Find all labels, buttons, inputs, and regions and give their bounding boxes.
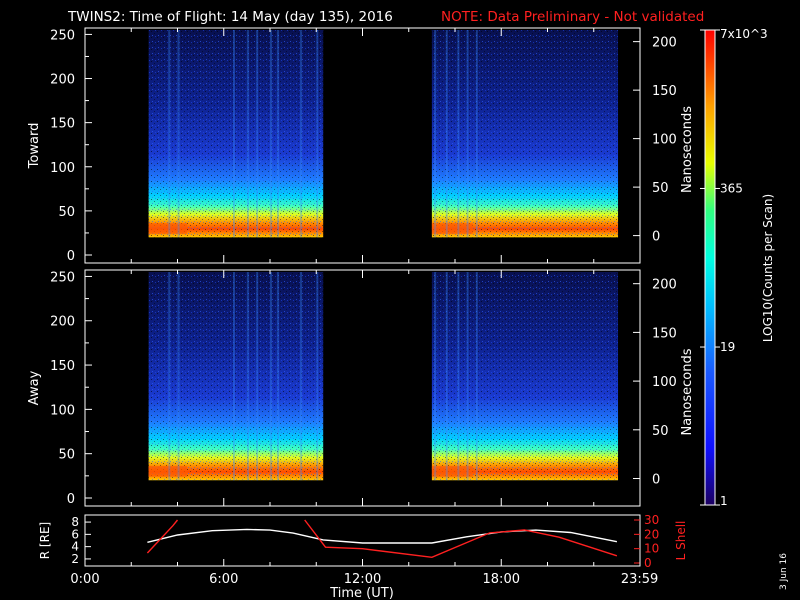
x-tick-label: 23:59	[621, 572, 658, 587]
y-right-tick-label: 100	[652, 375, 677, 390]
streak-2	[177, 30, 180, 238]
x-tick-label: 0:00	[70, 572, 99, 587]
peak-band-1	[148, 223, 188, 234]
lshell-line-2	[304, 519, 618, 559]
y-right-tick-label: 0	[652, 230, 660, 245]
streak-5	[256, 272, 259, 481]
heatmap-noise-2	[431, 30, 619, 238]
streak-11	[445, 272, 448, 481]
streak-3	[233, 30, 235, 238]
y-tick-label: 150	[50, 117, 75, 132]
colorbar-tick-label: 1	[720, 494, 728, 508]
chart-title: TWINS2: Time of Flight: 14 May (day 135)…	[67, 9, 393, 25]
y-right-axis-label: Nanoseconds	[680, 348, 695, 435]
y-right-axis-label: Nanoseconds	[680, 106, 695, 193]
lshell-line-1	[146, 519, 179, 554]
streak-14	[475, 272, 478, 481]
streak-12	[457, 30, 460, 238]
y-tick-label: 250	[50, 270, 75, 285]
panel-frame	[84, 514, 641, 567]
streak-5	[256, 30, 259, 238]
away-panel: 0 50 100 150 200 250 0 50 100 150 200 Away Nanosecon…	[27, 269, 695, 507]
y-right-tick-label: 200	[652, 278, 677, 293]
colorbar-scale	[704, 29, 716, 506]
x-axis-label: Time (UT)	[329, 586, 394, 600]
y-right-tick-label: 50	[652, 424, 669, 439]
y-tick-label: 4	[71, 540, 79, 554]
streak-13	[466, 30, 469, 238]
y-tick-label: 250	[50, 28, 75, 43]
streak-1	[168, 30, 171, 238]
streak-10	[434, 272, 437, 481]
streak-11	[445, 30, 448, 238]
x-tick-label: 18:00	[483, 572, 520, 587]
y-right-tick-label: 0	[652, 473, 660, 488]
streak-9	[316, 272, 319, 481]
y-axis-label: Away	[27, 370, 42, 405]
y-right-tick-label: 20	[644, 527, 659, 541]
y-right-tick-label: 100	[652, 133, 677, 148]
streak-6	[270, 30, 272, 238]
y-axis-label: Toward	[27, 123, 42, 170]
colorbar: 1 19 365 7x10^3 LOG10(Counts per Scan)	[700, 27, 775, 508]
y-tick-label: 200	[50, 315, 75, 330]
heatmap-noise-1	[148, 272, 324, 481]
streak-9	[316, 30, 319, 238]
streak-14	[475, 30, 478, 238]
colorbar-tick-label: 7x10^3	[720, 27, 768, 41]
colorbar-label: LOG10(Counts per Scan)	[761, 194, 775, 342]
y-right-tick-label: 50	[652, 181, 669, 196]
toward-panel: 0 50 100 150 200 250 0 50 100 150 200 Toward Nanosec…	[27, 27, 695, 264]
y-tick-label: 2	[71, 552, 79, 566]
y-tick-label: 100	[50, 161, 75, 176]
y-tick-label: 6	[71, 527, 79, 541]
y-right-tick-label: 150	[652, 326, 677, 341]
streak-3	[233, 272, 235, 481]
r-line	[147, 528, 618, 544]
y-tick-label: 0	[67, 492, 75, 507]
streak-4	[246, 30, 249, 238]
y-tick-label: 50	[58, 205, 75, 220]
peak-band-1	[148, 466, 188, 477]
x-tick-label: 12:00	[344, 572, 381, 587]
streak-2	[177, 272, 180, 481]
x-tick-label: 6:00	[209, 572, 238, 587]
colorbar-tick-label: 365	[720, 181, 743, 195]
streak-4	[246, 272, 249, 481]
y-tick-label: 0	[67, 249, 75, 264]
preliminary-note: NOTE: Data Preliminary - Not validated	[441, 9, 704, 25]
streak-8	[300, 30, 303, 238]
date-stamp: 3 Jun 16	[779, 553, 789, 590]
streak-12	[457, 272, 460, 481]
streak-1	[168, 272, 171, 481]
streak-7	[276, 30, 279, 238]
streak-6	[270, 272, 272, 481]
y-tick-label: 50	[58, 448, 75, 463]
y-right-axis-label: L Shell	[674, 521, 688, 561]
peak-band-2	[431, 466, 473, 477]
y-right-tick-label: 0	[644, 556, 652, 570]
heatmap-noise-2	[431, 272, 619, 481]
y-tick-label: 8	[71, 515, 79, 529]
peak-band-2	[431, 223, 473, 234]
y-tick-label: 200	[50, 73, 75, 88]
y-right-tick-label: 30	[644, 513, 659, 527]
y-right-tick-label: 10	[644, 542, 659, 556]
streak-13	[466, 272, 469, 481]
y-right-tick-label: 200	[652, 36, 677, 51]
colorbar-tick-label: 19	[720, 340, 735, 354]
y-tick-label: 150	[50, 359, 75, 374]
y-axis-label: R [RE]	[38, 522, 52, 559]
y-right-tick-label: 150	[652, 84, 677, 99]
y-tick-label: 100	[50, 403, 75, 418]
heatmap-noise-1	[148, 30, 324, 238]
streak-10	[434, 30, 437, 238]
streak-7	[276, 272, 279, 481]
streak-8	[300, 272, 303, 481]
